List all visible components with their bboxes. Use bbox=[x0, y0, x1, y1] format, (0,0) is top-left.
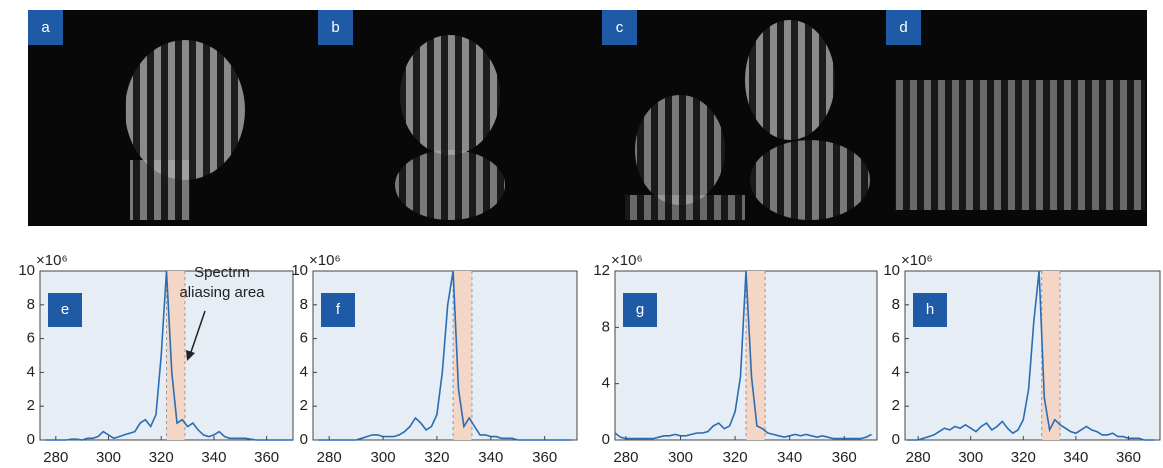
y-tick-label: 8 bbox=[300, 296, 308, 313]
highlight-band bbox=[166, 271, 185, 440]
photo-row bbox=[28, 10, 1147, 226]
y-multiplier: ×10⁶ bbox=[36, 252, 68, 269]
photo-label: d bbox=[899, 19, 907, 36]
photo-a bbox=[125, 40, 245, 220]
annotation-arrowhead bbox=[186, 350, 195, 361]
x-tick-label: 320 bbox=[1011, 449, 1036, 466]
y-tick-label: 6 bbox=[892, 330, 900, 347]
y-multiplier: ×10⁶ bbox=[901, 252, 933, 269]
photo-label-box bbox=[886, 10, 921, 45]
y-tick-label: 6 bbox=[27, 330, 35, 347]
photo-label-box bbox=[318, 10, 353, 45]
x-tick-label: 360 bbox=[1116, 449, 1141, 466]
panel-label: f bbox=[336, 301, 341, 318]
y-tick-label: 10 bbox=[18, 262, 35, 279]
y-tick-label: 4 bbox=[300, 363, 308, 380]
photo-label-box bbox=[28, 10, 63, 45]
x-tick-label: 300 bbox=[668, 449, 693, 466]
annotation: Spectrm bbox=[194, 264, 250, 281]
panel-label: h bbox=[926, 301, 934, 318]
photo-labels: a b c d bbox=[28, 10, 921, 45]
x-tick-label: 280 bbox=[317, 449, 342, 466]
y-tick-label: 4 bbox=[27, 363, 35, 380]
x-tick-label: 340 bbox=[201, 449, 226, 466]
x-tick-label: 300 bbox=[96, 449, 121, 466]
x-tick-label: 360 bbox=[532, 449, 557, 466]
photo-c bbox=[625, 20, 870, 220]
y-tick-label: 0 bbox=[27, 431, 35, 448]
plot-background bbox=[904, 270, 1161, 441]
spectrum-line bbox=[907, 270, 1155, 441]
photo-label: b bbox=[331, 19, 339, 36]
x-tick-label: 300 bbox=[371, 449, 396, 466]
y-tick-label: 0 bbox=[602, 431, 610, 448]
y-tick-label: 12 bbox=[593, 262, 610, 279]
panel-label: g bbox=[636, 301, 644, 318]
annotation-arrow bbox=[189, 310, 206, 356]
y-tick-label: 8 bbox=[892, 296, 900, 313]
y-multiplier: ×10⁶ bbox=[611, 252, 643, 269]
y-tick-label: 6 bbox=[300, 330, 308, 347]
spectrum-line bbox=[45, 270, 293, 441]
panel-label: e bbox=[61, 301, 69, 318]
y-tick-label: 10 bbox=[291, 262, 308, 279]
x-tick-label: 320 bbox=[723, 449, 748, 466]
y-tick-label: 2 bbox=[300, 397, 308, 414]
x-tick-label: 320 bbox=[149, 449, 174, 466]
y-multiplier: ×10⁶ bbox=[309, 252, 341, 269]
spectrum-line bbox=[318, 270, 572, 441]
x-tick-label: 320 bbox=[424, 449, 449, 466]
highlight-band bbox=[1041, 271, 1061, 440]
x-tick-label: 340 bbox=[478, 449, 503, 466]
x-tick-label: 280 bbox=[906, 449, 931, 466]
annotation: aliasing area bbox=[179, 284, 265, 301]
photo-b bbox=[395, 35, 505, 220]
y-tick-label: 8 bbox=[602, 318, 610, 335]
x-tick-label: 280 bbox=[43, 449, 68, 466]
y-tick-label: 2 bbox=[892, 397, 900, 414]
x-tick-label: 300 bbox=[958, 449, 983, 466]
panel-label-box bbox=[321, 293, 355, 327]
x-tick-label: 340 bbox=[1063, 449, 1088, 466]
x-tick-label: 280 bbox=[613, 449, 638, 466]
photo-label-box bbox=[602, 10, 637, 45]
photo-d bbox=[895, 80, 1145, 210]
panel-label-box bbox=[913, 293, 947, 327]
y-tick-label: 0 bbox=[300, 431, 308, 448]
panel-label-box bbox=[623, 293, 657, 327]
highlight-band bbox=[453, 271, 472, 440]
x-tick-label: 360 bbox=[254, 449, 279, 466]
spectrum-line bbox=[614, 270, 872, 440]
y-tick-label: 4 bbox=[892, 363, 900, 380]
x-tick-label: 360 bbox=[832, 449, 857, 466]
y-tick-label: 4 bbox=[602, 375, 610, 392]
photo-label: c bbox=[616, 19, 624, 36]
highlight-band bbox=[746, 271, 766, 440]
photo-label: a bbox=[41, 19, 50, 36]
plot-background bbox=[312, 270, 578, 441]
panel-label-box bbox=[48, 293, 82, 327]
y-tick-label: 2 bbox=[27, 397, 35, 414]
x-tick-label: 340 bbox=[777, 449, 802, 466]
y-tick-label: 0 bbox=[892, 431, 900, 448]
y-tick-label: 8 bbox=[27, 296, 35, 313]
y-tick-label: 10 bbox=[883, 262, 900, 279]
